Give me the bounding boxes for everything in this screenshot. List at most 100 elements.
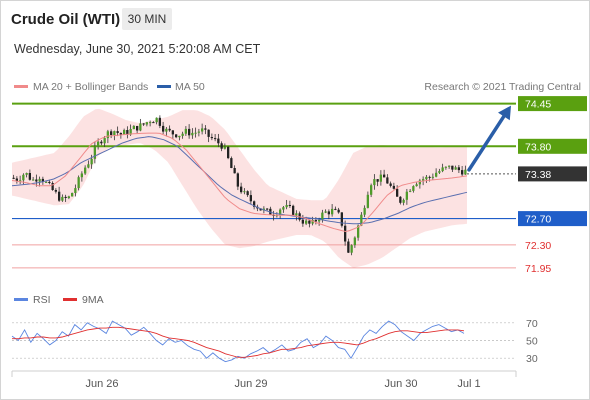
price-level-tags: 74.45 73.80 73.38 72.70 72.30 71.95 [518, 96, 587, 275]
candle-body [379, 174, 382, 182]
candle-body [386, 177, 389, 184]
candle-body [204, 128, 207, 130]
candle-body [90, 158, 93, 165]
candle-body [207, 129, 210, 137]
candle-body [412, 186, 415, 191]
candle-body [405, 191, 408, 200]
candle-body [142, 123, 145, 125]
price-tag-bg-3 [518, 211, 587, 227]
candle-body [370, 185, 373, 195]
candle-body [318, 219, 321, 222]
candle-body [292, 205, 295, 216]
candle-body [12, 177, 15, 179]
candle-body [93, 146, 96, 159]
candle-body [324, 211, 327, 213]
candle-body [438, 171, 441, 173]
candle-body [71, 193, 74, 197]
candle-body [451, 165, 454, 170]
price-tag-label-4: 72.30 [525, 240, 551, 252]
candle-body [366, 194, 369, 208]
projection-arrow-shaft [467, 112, 507, 172]
candle-body [311, 220, 314, 224]
candle-body [201, 128, 204, 132]
candle-body [347, 241, 350, 253]
projection-arrow-head [498, 105, 511, 121]
candle-body [162, 125, 165, 132]
legend-ma50-label: MA 50 [175, 81, 205, 93]
candle-body [158, 117, 161, 126]
candle-body [389, 183, 392, 186]
legend-9ma-label: 9MA [82, 294, 104, 306]
candle-body [168, 128, 171, 131]
rsi-tick-30: 30 [526, 353, 538, 365]
candle-body [116, 131, 119, 133]
candle-body [15, 178, 18, 181]
candle-body [295, 213, 298, 216]
interval-badge[interactable]: 30 MIN [122, 8, 172, 30]
candle-body [314, 220, 317, 222]
candle-body [32, 179, 35, 181]
x-tick-1: Jun 29 [234, 378, 267, 390]
candle-body [67, 196, 70, 198]
candle-body [233, 168, 236, 174]
candle-body [259, 208, 262, 211]
candle-body [266, 208, 269, 210]
price-tag-label-2: 73.38 [525, 169, 551, 181]
candle-body [97, 141, 100, 147]
candle-body [51, 183, 54, 190]
candle-body [58, 191, 61, 201]
candle-body [223, 146, 226, 149]
x-axis-ticks: Jun 26 Jun 29 Jun 30 Jul 1 [85, 378, 480, 390]
ma20-line [11, 132, 468, 233]
candle-body [45, 181, 48, 183]
candle-body [344, 225, 347, 242]
candle-body [64, 196, 67, 198]
candle-body [100, 141, 103, 144]
candle-body [74, 188, 77, 193]
candle-body [184, 128, 187, 134]
ma50-line [11, 136, 468, 225]
candle-body [337, 209, 340, 213]
candle-body [373, 179, 376, 186]
candle-body [464, 169, 467, 175]
legend-swatch-ma50 [157, 85, 171, 88]
chart-datetime: Wednesday, June 30, 2021 5:20:08 AM CET [14, 42, 261, 56]
candle-body [441, 167, 444, 172]
candle-body [383, 174, 386, 178]
candle-body [87, 164, 90, 168]
candle-body [282, 207, 285, 210]
candle-body [25, 173, 28, 175]
candle-body [165, 128, 168, 132]
candle-body [422, 179, 425, 181]
rsi-tick-70: 70 [526, 318, 538, 330]
candle-body [152, 122, 155, 124]
legend-swatch-ma20 [14, 85, 28, 88]
candle-body [357, 225, 360, 238]
price-tag-bg-2 [518, 166, 587, 182]
candle-body [399, 196, 402, 203]
candle-body [194, 132, 197, 134]
candle-body [240, 186, 243, 193]
candle-body [415, 184, 418, 187]
candle-body [188, 128, 191, 136]
candle-body [340, 212, 343, 226]
candle-body [217, 138, 220, 144]
candle-body [149, 122, 152, 124]
rsi-plot: 70 50 30 [11, 318, 538, 365]
candle-body [61, 196, 64, 201]
candle-body [321, 212, 324, 220]
candle-body [448, 165, 451, 167]
candle-body [220, 143, 223, 149]
candle-body [129, 129, 132, 135]
candle-body [396, 188, 399, 197]
candle-body [279, 209, 282, 215]
candle-body [428, 176, 431, 178]
candle-body [327, 211, 330, 215]
candle-body [305, 220, 308, 224]
candle-body [392, 185, 395, 189]
chart-title: Crude Oil (WTI) [11, 11, 121, 28]
candle-body [110, 131, 113, 135]
candle-body [288, 205, 291, 206]
candle-body [308, 220, 311, 224]
candle-body [84, 167, 87, 174]
